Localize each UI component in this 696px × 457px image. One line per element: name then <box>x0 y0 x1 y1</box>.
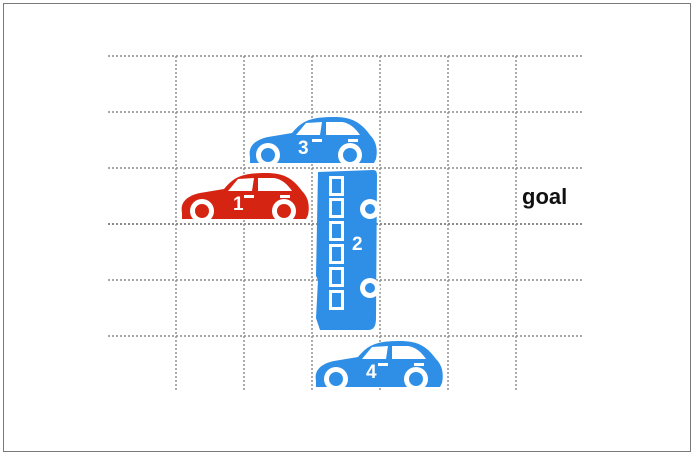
car-3[interactable]: 3 <box>249 117 377 167</box>
car-4[interactable]: 4 <box>315 341 443 391</box>
car-3-number: 3 <box>298 138 309 159</box>
goal-label: goal <box>522 184 567 209</box>
bus-2-number: 2 <box>352 234 363 255</box>
car-1-target[interactable]: 1 <box>181 173 309 223</box>
bus-2[interactable]: 2 <box>316 170 380 330</box>
grid <box>108 55 584 392</box>
car-4-number: 4 <box>366 362 377 383</box>
car-1-number: 1 <box>233 194 244 215</box>
